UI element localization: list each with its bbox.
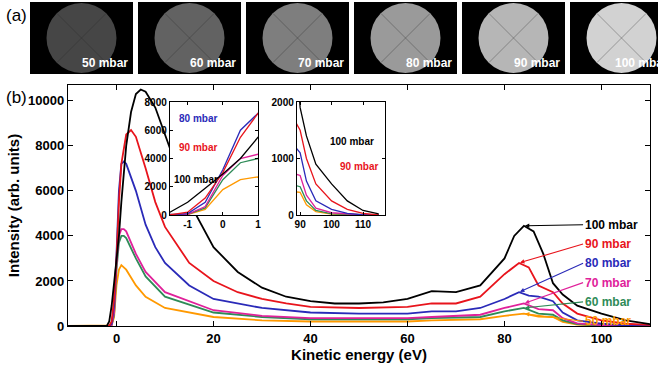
svg-text:100 mbar: 100 mbar xyxy=(174,174,218,185)
svg-text:(a): (a) xyxy=(6,6,27,25)
svg-text:90: 90 xyxy=(295,219,307,230)
svg-text:110: 110 xyxy=(355,219,372,230)
svg-text:0: 0 xyxy=(220,219,226,230)
svg-text:20: 20 xyxy=(206,331,220,346)
svg-text:0: 0 xyxy=(57,319,64,334)
svg-text:-1: -1 xyxy=(183,219,192,230)
svg-text:(b): (b) xyxy=(6,88,27,107)
svg-text:6000: 6000 xyxy=(35,183,64,198)
svg-text:50 mbar: 50 mbar xyxy=(585,314,631,328)
svg-text:1: 1 xyxy=(255,219,261,230)
svg-text:100 mbar: 100 mbar xyxy=(585,218,638,232)
svg-text:80 mbar: 80 mbar xyxy=(406,56,452,70)
svg-text:80 mbar: 80 mbar xyxy=(585,256,631,270)
svg-text:90 mbar: 90 mbar xyxy=(585,237,631,251)
svg-text:90 mbar: 90 mbar xyxy=(514,56,560,70)
svg-text:0: 0 xyxy=(113,331,120,346)
svg-text:50 mbar: 50 mbar xyxy=(82,56,128,70)
svg-text:100 mbar: 100 mbar xyxy=(615,56,658,70)
svg-text:Kinetic energy (eV): Kinetic energy (eV) xyxy=(291,346,427,363)
svg-text:6000: 6000 xyxy=(145,125,168,136)
svg-text:8000: 8000 xyxy=(145,97,168,108)
svg-text:10000: 10000 xyxy=(28,93,64,108)
svg-text:70 mbar: 70 mbar xyxy=(298,56,344,70)
svg-text:2000: 2000 xyxy=(35,274,64,289)
svg-text:80: 80 xyxy=(497,331,511,346)
svg-text:4000: 4000 xyxy=(145,153,168,164)
svg-text:2000: 2000 xyxy=(145,181,168,192)
svg-text:90 mbar: 90 mbar xyxy=(340,161,378,172)
svg-text:100: 100 xyxy=(323,219,340,230)
svg-text:8000: 8000 xyxy=(35,138,64,153)
svg-text:100: 100 xyxy=(591,331,613,346)
svg-text:0: 0 xyxy=(288,210,294,221)
svg-text:80 mbar: 80 mbar xyxy=(179,113,217,124)
svg-text:60 mbar: 60 mbar xyxy=(190,56,236,70)
svg-text:1000: 1000 xyxy=(272,153,295,164)
svg-text:0: 0 xyxy=(161,210,167,221)
svg-text:Intensity (arb. units): Intensity (arb. units) xyxy=(5,134,22,277)
svg-text:60: 60 xyxy=(400,331,414,346)
svg-text:90 mbar: 90 mbar xyxy=(179,142,217,153)
svg-text:100 mbar: 100 mbar xyxy=(330,136,374,147)
svg-text:60 mbar: 60 mbar xyxy=(585,295,631,309)
svg-text:2000: 2000 xyxy=(272,97,295,108)
svg-text:4000: 4000 xyxy=(35,228,64,243)
svg-text:40: 40 xyxy=(303,331,317,346)
svg-text:70 mbar: 70 mbar xyxy=(585,276,631,290)
